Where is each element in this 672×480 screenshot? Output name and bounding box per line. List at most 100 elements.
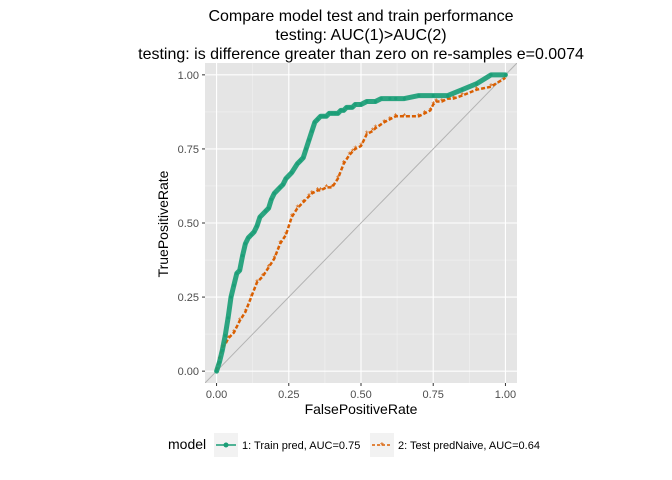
series-test-point: * [284,230,288,240]
series-train-point [353,102,357,107]
series-test-point: * [342,159,346,169]
series-test-point: * [429,105,433,115]
series-train-point [223,333,227,338]
series-train-point [264,209,268,213]
series-test-point: * [307,191,311,201]
series-test-point: * [301,197,305,207]
series-train-point [402,96,406,101]
series-train-point [330,111,334,115]
legend-title: model [168,436,206,452]
series-test-point: * [365,129,369,139]
series-train-point [321,114,326,118]
series-train-point [235,271,239,275]
series-test-point: * [278,239,282,249]
series-test-point: * [244,307,248,317]
series-train-point [503,73,508,77]
series-train-point [417,93,421,98]
series-test-point: * [440,97,444,107]
series-test-point: * [382,117,386,127]
series-train-point [388,96,392,101]
series-train-point [278,185,282,190]
series-train-point [336,111,340,115]
plot-area: 0.00 0.25 0.50 0.75 1.00 0.00 0.25 0.50 0.75 1.00… [178,63,517,401]
series-train-point [324,114,328,118]
series-test-point: * [290,212,294,222]
series-train-point [255,224,259,228]
series-test-point: * [403,111,407,121]
reference-diagonal-line [205,63,517,383]
series-train-point [246,236,250,240]
legend-key-train [214,433,238,457]
series-train-point [258,215,262,219]
series-test-point: * [434,97,438,107]
series-train-point [284,176,288,181]
series-train-point [226,316,230,320]
series-test-point: * [267,262,271,272]
chart-title-line-2: testing: AUC(1)>AUC(2) [275,27,446,44]
y-tick-label: 0.00 [178,366,199,378]
chart-title-line-1: Compare model test and train performance [208,8,513,25]
series-train-point [359,102,363,107]
series-test-point: * [296,203,300,213]
series-train-point [460,88,464,92]
series-train-point [272,191,276,195]
series-train-point [318,114,323,118]
series-train-point [310,129,314,133]
series-train-point [347,105,352,110]
series-train-point [342,108,346,113]
y-tick-label: 0.50 [178,218,199,230]
series-test-point: * [348,150,352,160]
series-train-point [269,197,274,201]
series-train-point [316,117,320,121]
series-test-point: * [394,111,398,121]
series-test-point: * [460,91,464,101]
x-tick-label: 0.25 [278,389,299,401]
series-test-point: * [351,147,355,157]
series-train-point [339,108,343,113]
series-train-point [333,111,337,115]
series-train-point [304,147,308,151]
series-test-point: * [423,108,427,118]
series-train-point [243,242,248,246]
series-test-point: * [446,94,450,104]
series-test-point: * [359,141,363,151]
series-test-point: * [452,94,456,104]
series-test-point: * [475,85,479,95]
legend-label-test: 2: Test predNaive, AUC=0.64 [398,440,540,452]
series-test-point: * [489,82,493,92]
legend: model 1: Train pred, AUC=0.75 * 2: Test … [168,433,540,457]
series-train-point [379,96,383,101]
series-train-point [290,171,294,175]
series-test-line [215,76,507,372]
series-test-point: * [374,123,378,133]
legend-label-train: 1: Train pred, AUC=0.75 [242,440,360,452]
series-train-point [298,159,302,163]
series-test-point: * [261,271,265,281]
series-train-point [344,105,349,110]
series-train-point [240,253,245,258]
chart-title-line-3: testing: is difference greater than zero… [138,46,584,63]
series-test-point: * [310,188,314,198]
series-train-point [281,182,285,187]
series-test-point: * [319,185,323,195]
y-tick-label: 0.25 [178,292,199,304]
series-test-point: * [417,111,421,121]
series-train-point [232,283,236,287]
series-train-point [373,99,378,104]
series-train-point [266,206,271,210]
legend-key-test: * [370,433,394,457]
series-train-point [431,93,435,98]
series-train-point [365,99,369,104]
x-tick-label: 0.50 [350,389,371,401]
series-test-point: * [255,277,259,287]
series-test-point: * [330,182,334,192]
series-train-point [350,105,354,110]
series-test-point: * [273,254,277,264]
series-train-point [214,369,219,373]
series-train-point [220,348,224,353]
series-train-point [307,138,311,142]
series-train-point [217,360,222,364]
series-train-point [474,82,479,86]
series-test-point: * [232,328,236,338]
